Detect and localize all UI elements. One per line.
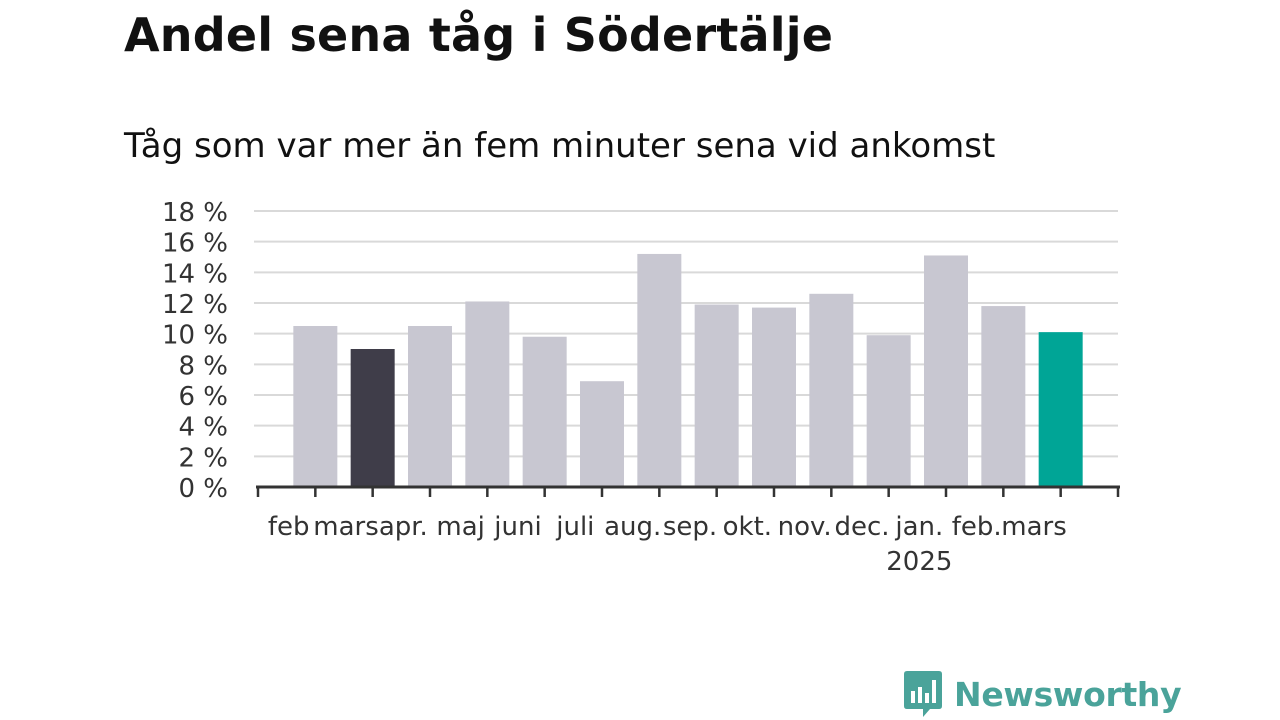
x-tick-label: nov.: [778, 512, 832, 542]
x-tick-label: feb.: [952, 512, 1002, 542]
x-tick-label: feb: [268, 512, 310, 542]
y-tick-label: 4 %: [178, 413, 228, 443]
y-tick-label: 0 %: [178, 474, 228, 504]
y-tick-label: 2 %: [178, 443, 228, 473]
bar: [293, 326, 338, 487]
bar: [408, 326, 452, 487]
brand-name: Newsworthy: [954, 674, 1182, 714]
x-axis-tick-labels: feb mars apr. maj juni juli aug. sep. okt. nov. de…: [268, 512, 1067, 577]
x-tick-label: mars: [313, 512, 379, 542]
bar: [522, 336, 567, 487]
y-axis-tick-labels: 0 %2 %4 %6 %8 %10 %12 %14 %16 %18 %: [162, 198, 228, 504]
y-tick-label: 18 %: [162, 198, 228, 228]
x-tick-label: apr.: [379, 512, 428, 542]
bars: [293, 253, 1083, 487]
bar: [694, 304, 739, 487]
y-tick-label: 12 %: [162, 290, 228, 320]
x-axis: [256, 485, 1120, 497]
x-tick-label: juli: [555, 512, 594, 542]
bar: [752, 307, 796, 487]
x-tick-label: sep.: [663, 512, 717, 542]
bar: [580, 381, 624, 487]
x-tick-label: juni: [493, 512, 541, 542]
bar: [924, 255, 968, 487]
y-tick-label: 8 %: [178, 351, 228, 381]
chart-subtitle: Tåg som var mer än fem minuter sena vid …: [124, 126, 996, 166]
grid-lines: [254, 210, 1118, 458]
bar: [981, 306, 1026, 487]
y-tick-label: 6 %: [178, 382, 228, 412]
x-tick-label: maj: [436, 512, 484, 542]
x-tick-label: dec.: [834, 512, 889, 542]
y-tick-label: 10 %: [162, 321, 228, 351]
chart-title: Andel sena tåg i Södertälje: [124, 8, 834, 62]
x-tick-label: aug.: [604, 512, 661, 542]
bar: [1038, 332, 1083, 487]
bar: [465, 301, 510, 487]
x-year-label: 2025: [886, 547, 952, 577]
x-tick-label: okt.: [723, 512, 772, 542]
bar: [637, 253, 682, 487]
y-tick-label: 16 %: [162, 229, 228, 259]
bar-chart-bubble-icon: [904, 671, 942, 717]
bar: [350, 349, 395, 487]
bar: [866, 335, 911, 487]
x-tick-label: mars: [1001, 512, 1067, 542]
y-tick-label: 14 %: [162, 259, 228, 289]
brand-logo: Newsworthy: [904, 670, 1182, 718]
bar: [809, 293, 854, 487]
x-tick-label: jan.: [894, 512, 943, 542]
